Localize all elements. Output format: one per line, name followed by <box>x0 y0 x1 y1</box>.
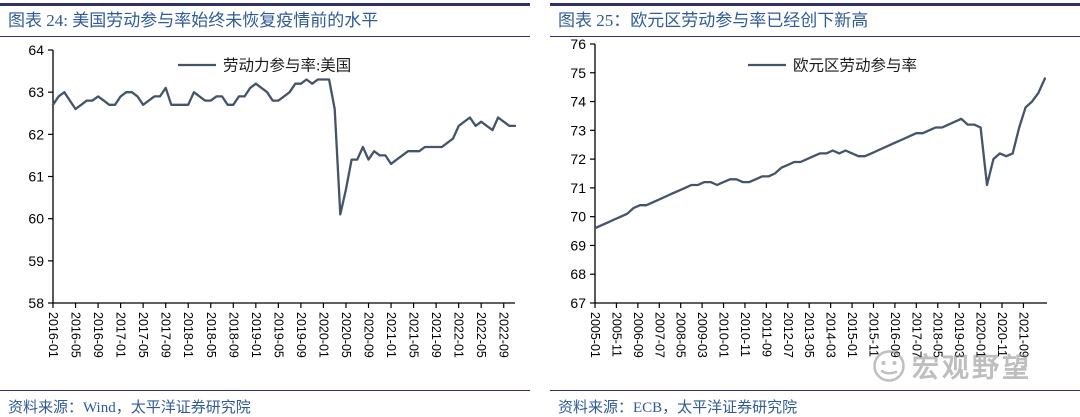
svg-text:73: 73 <box>570 122 586 138</box>
chart-title-us: 图表 24: 美国劳动参与率始终未恢复疫情前的水平 <box>0 3 530 37</box>
chart-panel-euro: 图表 25：欧元区劳动参与率已经创下新高 67 68 69 70 71 72 73 74 75 7… <box>550 3 1080 417</box>
svg-text:2016-09: 2016-09 <box>888 312 902 358</box>
source-note-euro: 资料来源：ECB，太平洋证券研究院 <box>550 390 1080 417</box>
svg-text:2017-09: 2017-09 <box>159 312 173 358</box>
svg-text:2018-01: 2018-01 <box>181 312 195 358</box>
svg-text:70: 70 <box>570 209 586 225</box>
svg-text:2021-05: 2021-05 <box>407 312 421 358</box>
svg-text:2011-09: 2011-09 <box>759 312 773 357</box>
svg-text:72: 72 <box>570 151 586 167</box>
svg-text:68: 68 <box>570 266 586 282</box>
svg-text:欧元区劳动参与率: 欧元区劳动参与率 <box>793 56 917 74</box>
svg-text:2020-01: 2020-01 <box>316 312 330 358</box>
svg-text:劳动力参与率:美国: 劳动力参与率:美国 <box>223 56 351 74</box>
svg-text:59: 59 <box>28 253 44 269</box>
svg-text:61: 61 <box>28 168 44 184</box>
svg-text:2017-07: 2017-07 <box>909 312 923 358</box>
svg-text:2020-05: 2020-05 <box>339 312 353 358</box>
svg-text:2005-11: 2005-11 <box>609 312 623 357</box>
svg-text:2019-05: 2019-05 <box>271 312 285 358</box>
svg-text:2020-11: 2020-11 <box>995 312 1009 357</box>
chart-panel-us: 图表 24: 美国劳动参与率始终未恢复疫情前的水平 58 59 60 61 62 63 64… <box>0 3 530 417</box>
svg-text:2015-11: 2015-11 <box>866 312 880 357</box>
svg-text:2019-03: 2019-03 <box>952 312 966 358</box>
source-text: 资料来源：Wind，太平洋证券研究院 <box>8 400 251 416</box>
svg-text:2021-09: 2021-09 <box>1016 312 1030 358</box>
svg-text:58: 58 <box>28 295 44 311</box>
svg-text:2019-09: 2019-09 <box>294 312 308 358</box>
svg-text:2010-11: 2010-11 <box>738 312 752 357</box>
svg-text:71: 71 <box>570 180 586 196</box>
source-text: 资料来源：ECB，太平洋证券研究院 <box>558 400 798 416</box>
svg-text:2014-03: 2014-03 <box>824 312 838 358</box>
svg-text:2006-09: 2006-09 <box>631 312 645 358</box>
svg-text:63: 63 <box>28 84 44 100</box>
svg-text:60: 60 <box>28 211 44 227</box>
svg-text:2016-01: 2016-01 <box>46 312 60 358</box>
svg-text:2013-05: 2013-05 <box>802 312 816 358</box>
source-note-us: 资料来源：Wind，太平洋证券研究院 <box>0 390 530 417</box>
svg-text:2010-01: 2010-01 <box>717 312 731 358</box>
svg-text:2022-01: 2022-01 <box>452 312 466 358</box>
svg-text:64: 64 <box>28 42 44 58</box>
svg-text:75: 75 <box>570 65 586 81</box>
svg-text:2020-01: 2020-01 <box>974 312 988 358</box>
chart-title-euro: 图表 25：欧元区劳动参与率已经创下新高 <box>550 3 1080 37</box>
euro-labor-participation-line-chart: 67 68 69 70 71 72 73 74 75 76 2005-01 2005-11 2006-0… <box>570 37 1047 358</box>
svg-text:2016-05: 2016-05 <box>69 312 83 358</box>
svg-text:2005-01: 2005-01 <box>588 312 602 358</box>
svg-text:2017-05: 2017-05 <box>136 312 150 358</box>
svg-text:74: 74 <box>570 93 586 109</box>
svg-text:2019-01: 2019-01 <box>249 312 263 358</box>
svg-text:2018-05: 2018-05 <box>204 312 218 358</box>
svg-text:2018-05: 2018-05 <box>931 312 945 358</box>
svg-text:62: 62 <box>28 126 44 142</box>
svg-text:2015-01: 2015-01 <box>845 312 859 358</box>
svg-text:67: 67 <box>570 295 586 311</box>
svg-text:2007-07: 2007-07 <box>652 312 666 358</box>
svg-text:2021-09: 2021-09 <box>429 312 443 358</box>
us-labor-participation-line-chart: 58 59 60 61 62 63 64 2016-01 2016-05 2016-09 2017-… <box>28 42 517 358</box>
svg-text:2022-09: 2022-09 <box>497 312 511 358</box>
svg-text:2009-03: 2009-03 <box>695 312 709 358</box>
svg-text:2021-01: 2021-01 <box>384 312 398 358</box>
svg-text:2016-09: 2016-09 <box>91 312 105 358</box>
svg-text:76: 76 <box>570 37 586 52</box>
svg-text:2008-05: 2008-05 <box>674 312 688 358</box>
svg-text:2017-01: 2017-01 <box>114 312 128 358</box>
svg-text:2012-07: 2012-07 <box>781 312 795 358</box>
svg-text:69: 69 <box>570 237 586 253</box>
svg-text:2018-09: 2018-09 <box>226 312 240 358</box>
us-chart-area: 58 59 60 61 62 63 64 2016-01 2016-05 2016-09 2017-… <box>0 37 530 390</box>
svg-text:2022-05: 2022-05 <box>474 312 488 358</box>
euro-chart-area: 67 68 69 70 71 72 73 74 75 76 2005-01 2005-11 2006-0… <box>550 37 1080 390</box>
svg-text:2020-09: 2020-09 <box>362 312 376 358</box>
